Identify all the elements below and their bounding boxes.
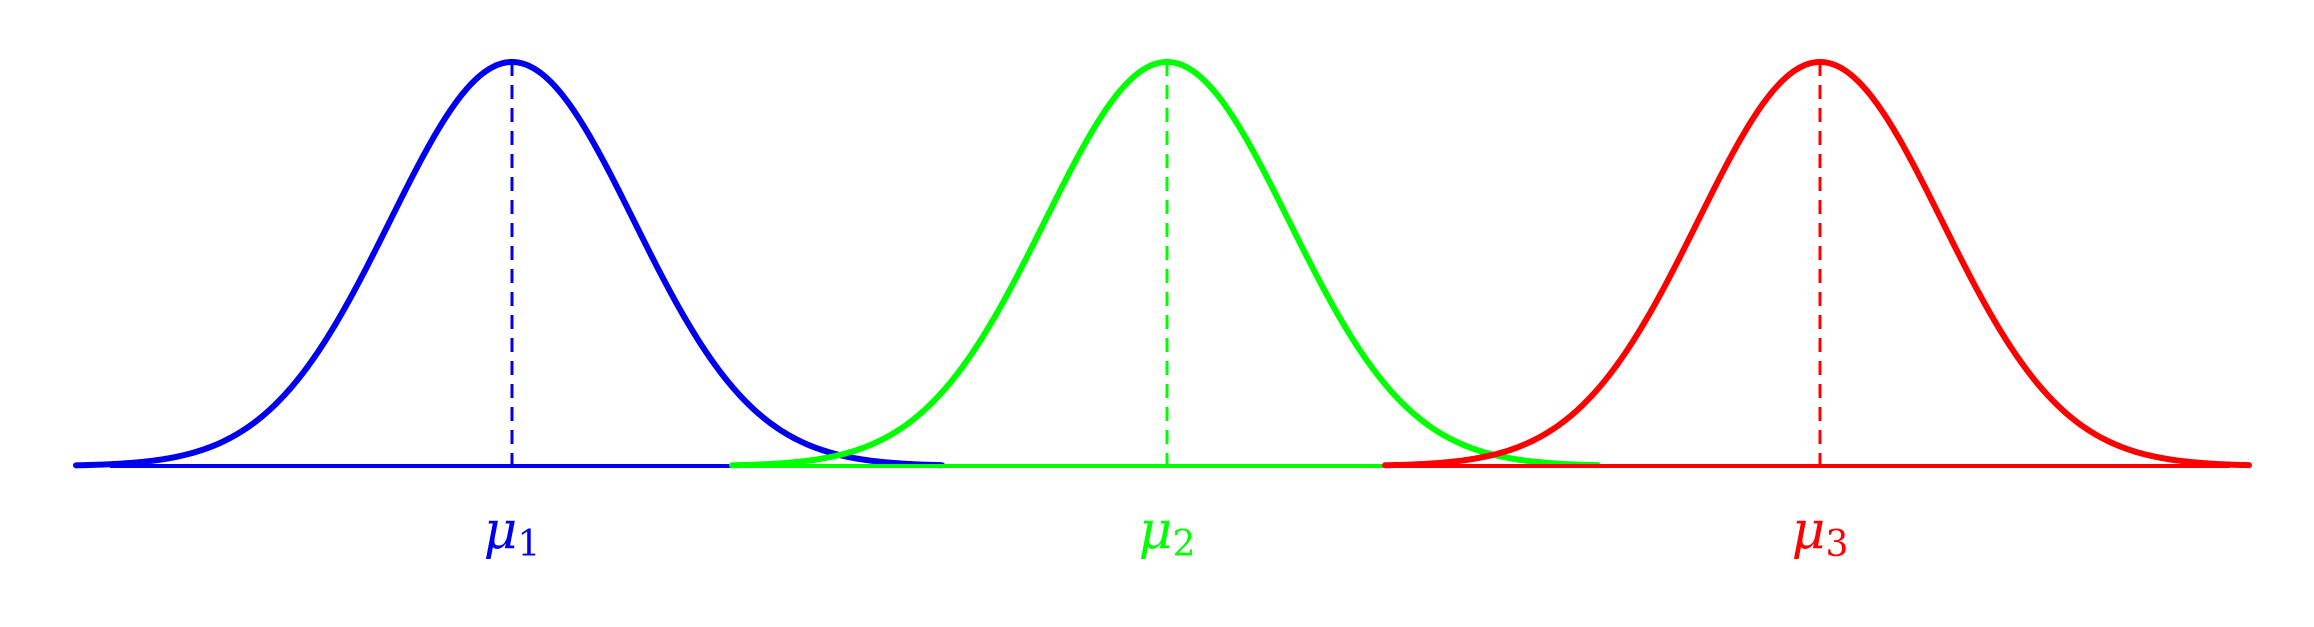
- mean-label-subscript-3: 3: [1825, 524, 1848, 565]
- gaussian-curve-3: [1382, 59, 2252, 469]
- mean-label-symbol-3: μ: [1792, 501, 1826, 561]
- gaussian-curve-1: [73, 59, 945, 469]
- mean-label-3: μ3: [1792, 501, 1849, 565]
- mean-label-1: μ1: [484, 501, 541, 565]
- mean-label-subscript-1: 1: [517, 524, 540, 565]
- mean-label-symbol-2: μ: [1139, 501, 1173, 561]
- mean-label-subscript-2: 2: [1172, 524, 1195, 565]
- distribution-2: μ2: [729, 59, 1601, 565]
- mean-label-symbol-1: μ: [484, 501, 518, 561]
- distribution-1: μ1: [73, 59, 945, 565]
- distribution-3: μ3: [1382, 59, 2252, 565]
- gaussian-curve-2: [729, 59, 1601, 469]
- mean-label-2: μ2: [1139, 501, 1196, 565]
